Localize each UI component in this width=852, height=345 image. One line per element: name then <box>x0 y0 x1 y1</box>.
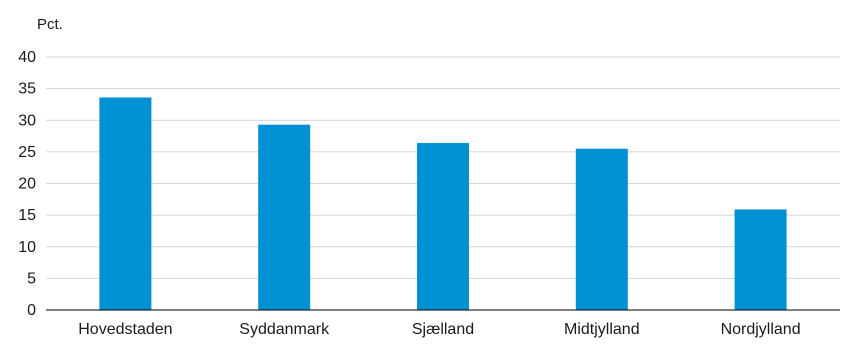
bar-sjælland <box>417 143 469 310</box>
y-tick-label: 10 <box>18 239 36 256</box>
x-tick-label: Nordjylland <box>721 321 801 338</box>
x-tick-label: Hovedstaden <box>78 321 172 338</box>
y-tick-label: 35 <box>18 81 36 98</box>
y-tick-label: 25 <box>18 144 36 161</box>
bar-nordjylland <box>734 209 787 310</box>
x-tick-label: Midtjylland <box>564 321 640 338</box>
bars <box>99 97 787 311</box>
y-axis-label: Pct. <box>37 16 63 33</box>
bar-hovedstaden <box>99 97 152 310</box>
y-tick-labels: 0 5 10 15 20 25 30 35 40 <box>18 49 36 319</box>
bar-midtjylland <box>575 148 628 310</box>
y-tick-label: 5 <box>27 270 36 287</box>
y-tick-label: 15 <box>18 207 36 224</box>
y-tick-label: 30 <box>18 112 36 129</box>
x-tick-label: Sjælland <box>412 321 474 338</box>
y-tick-label: 0 <box>27 302 36 319</box>
bar-syddanmark <box>258 124 311 311</box>
y-tick-label: 40 <box>18 49 36 66</box>
x-tick-label: Syddanmark <box>239 321 330 338</box>
y-tick-label: 20 <box>18 176 36 193</box>
x-tick-labels: Hovedstaden Syddanmark Sjælland Midtjylland… <box>78 321 800 338</box>
